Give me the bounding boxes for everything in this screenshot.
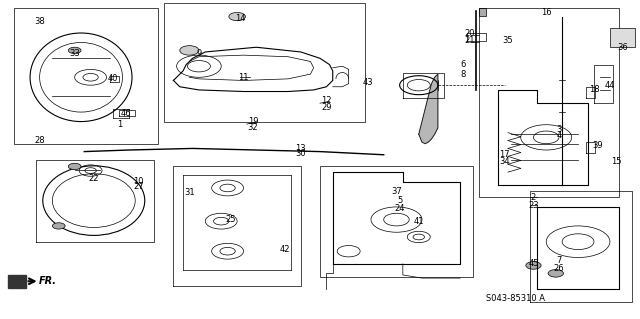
Text: 21: 21 [465, 36, 475, 45]
Text: 14: 14 [235, 14, 246, 23]
Text: 36: 36 [618, 43, 628, 52]
Text: 13: 13 [296, 144, 306, 153]
Circle shape [68, 47, 81, 54]
Text: 35: 35 [502, 36, 513, 45]
Bar [479, 8, 486, 16]
Text: 42: 42 [280, 245, 290, 254]
Text: 45: 45 [528, 259, 539, 268]
Text: 31: 31 [184, 188, 195, 197]
Circle shape [548, 270, 563, 277]
Circle shape [68, 163, 81, 170]
Text: 22: 22 [88, 174, 99, 183]
Polygon shape [8, 275, 26, 287]
Text: 11: 11 [238, 73, 249, 82]
Text: 12: 12 [321, 97, 332, 106]
Text: 40: 40 [108, 74, 118, 83]
Text: S043-85310 A: S043-85310 A [486, 294, 545, 303]
Text: 43: 43 [362, 78, 373, 86]
Text: 19: 19 [248, 117, 259, 126]
Text: 39: 39 [592, 141, 602, 150]
Text: 26: 26 [554, 264, 564, 273]
Text: 27: 27 [133, 182, 144, 191]
Text: 17: 17 [499, 150, 510, 159]
Text: 1: 1 [116, 120, 122, 129]
Circle shape [52, 223, 65, 229]
Circle shape [229, 12, 246, 21]
Text: 16: 16 [541, 8, 552, 17]
Circle shape [180, 46, 199, 55]
Text: 8: 8 [461, 70, 466, 78]
Text: 24: 24 [394, 204, 405, 213]
Text: 37: 37 [391, 187, 402, 196]
Text: 46: 46 [120, 109, 131, 118]
Text: 4: 4 [556, 131, 561, 140]
Text: 23: 23 [528, 201, 539, 210]
Text: 25: 25 [225, 215, 236, 224]
Text: 38: 38 [35, 18, 45, 26]
Text: 32: 32 [248, 123, 259, 132]
Text: 34: 34 [499, 157, 510, 166]
Text: 30: 30 [296, 149, 306, 158]
Text: FR.: FR. [38, 276, 56, 286]
Text: 33: 33 [69, 49, 80, 58]
Text: 15: 15 [611, 157, 621, 166]
Text: 9: 9 [196, 49, 202, 58]
Text: 2: 2 [531, 193, 536, 202]
Text: 6: 6 [461, 60, 466, 69]
Text: 7: 7 [556, 256, 562, 265]
Text: 10: 10 [133, 177, 143, 186]
Text: 5: 5 [397, 196, 403, 205]
Polygon shape [419, 74, 438, 144]
Polygon shape [610, 28, 636, 47]
Text: 44: 44 [605, 81, 615, 90]
Text: 28: 28 [35, 136, 45, 145]
Text: 29: 29 [321, 103, 332, 112]
Text: 3: 3 [556, 125, 562, 134]
Circle shape [526, 262, 541, 269]
Text: 41: 41 [413, 217, 424, 226]
Text: 20: 20 [465, 28, 475, 38]
Text: 18: 18 [589, 85, 599, 94]
